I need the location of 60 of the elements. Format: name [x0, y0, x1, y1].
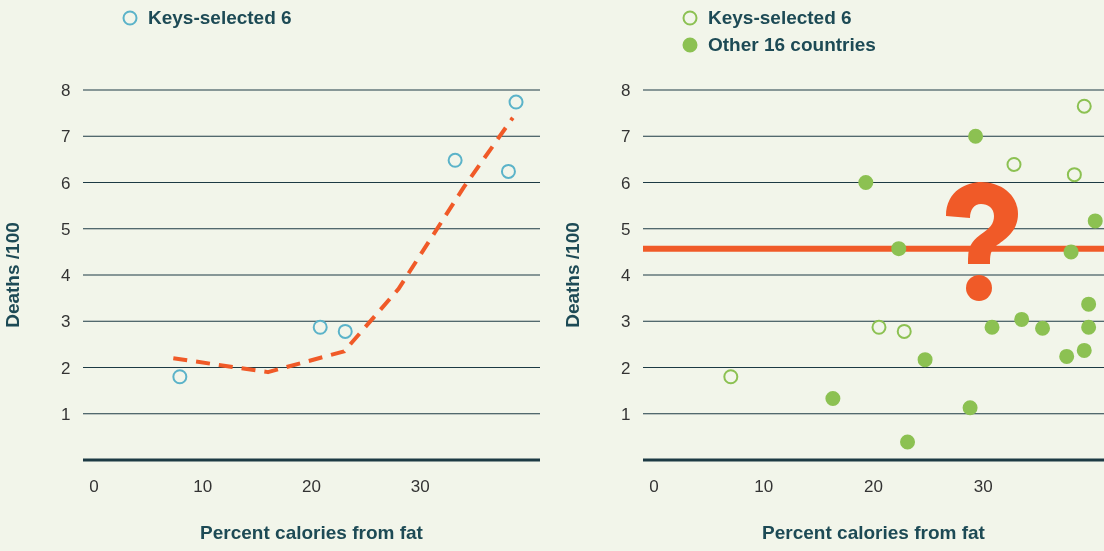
point	[1076, 342, 1092, 358]
y-tick-label: 5	[61, 219, 71, 239]
point	[723, 369, 739, 385]
y-tick-label: 3	[61, 312, 71, 332]
x-tick-label: 20	[864, 477, 883, 497]
x-tick-label: 0	[649, 477, 659, 497]
point	[968, 128, 984, 144]
point	[447, 152, 463, 168]
point	[1066, 167, 1082, 183]
point	[825, 390, 841, 406]
point	[1035, 320, 1051, 336]
point	[917, 352, 933, 368]
point	[1081, 296, 1097, 312]
point	[337, 323, 353, 339]
y-tick-label: 3	[621, 312, 631, 332]
y-tick-label: 4	[61, 266, 71, 286]
point	[1081, 319, 1097, 335]
y-tick-label: 8	[61, 81, 71, 101]
y-tick-label: 5	[621, 219, 631, 239]
x-axis-title: Percent calories from fat	[762, 522, 986, 543]
x-tick-label: 30	[410, 477, 430, 497]
point	[172, 369, 188, 385]
y-tick-label: 2	[61, 358, 71, 378]
legend-label: Other 16 countries	[708, 33, 876, 57]
point	[500, 163, 516, 179]
point	[891, 241, 907, 257]
point	[858, 175, 874, 190]
y-tick-label: 7	[621, 127, 631, 147]
y-tick-label: 4	[621, 266, 631, 286]
x-tick-label: 20	[302, 477, 321, 497]
legend-label: Keys-selected 6	[148, 6, 292, 30]
y-tick-label: 1	[621, 404, 631, 424]
point	[871, 319, 887, 335]
point	[1063, 244, 1079, 260]
y-tick-label: 6	[61, 173, 71, 193]
point	[1006, 156, 1022, 172]
y-tick-label: 1	[61, 404, 71, 424]
point	[1059, 348, 1075, 364]
point	[962, 400, 978, 416]
y-axis-title: Deaths /100	[1, 222, 23, 328]
point	[984, 319, 1000, 335]
x-axis-title: Percent calories from fat	[200, 522, 424, 543]
y-tick-label: 8	[621, 81, 631, 101]
y-axis-title: Deaths /100	[561, 222, 583, 328]
x-tick-label: 30	[973, 477, 993, 497]
x-tick-label: 10	[193, 477, 213, 497]
line-series	[171, 115, 515, 375]
point	[508, 94, 524, 110]
x-tick-label: 10	[754, 477, 774, 497]
legend-label: Keys-selected 6	[708, 6, 852, 30]
y-tick-label: 6	[621, 173, 631, 193]
x-tick-label: 0	[89, 477, 99, 497]
point	[1087, 213, 1103, 229]
y-tick-label: 2	[621, 358, 631, 378]
point	[896, 323, 912, 339]
point	[1014, 311, 1030, 327]
point	[312, 319, 328, 335]
point	[1076, 98, 1092, 114]
y-tick-label: 7	[61, 127, 71, 147]
point	[900, 434, 916, 450]
